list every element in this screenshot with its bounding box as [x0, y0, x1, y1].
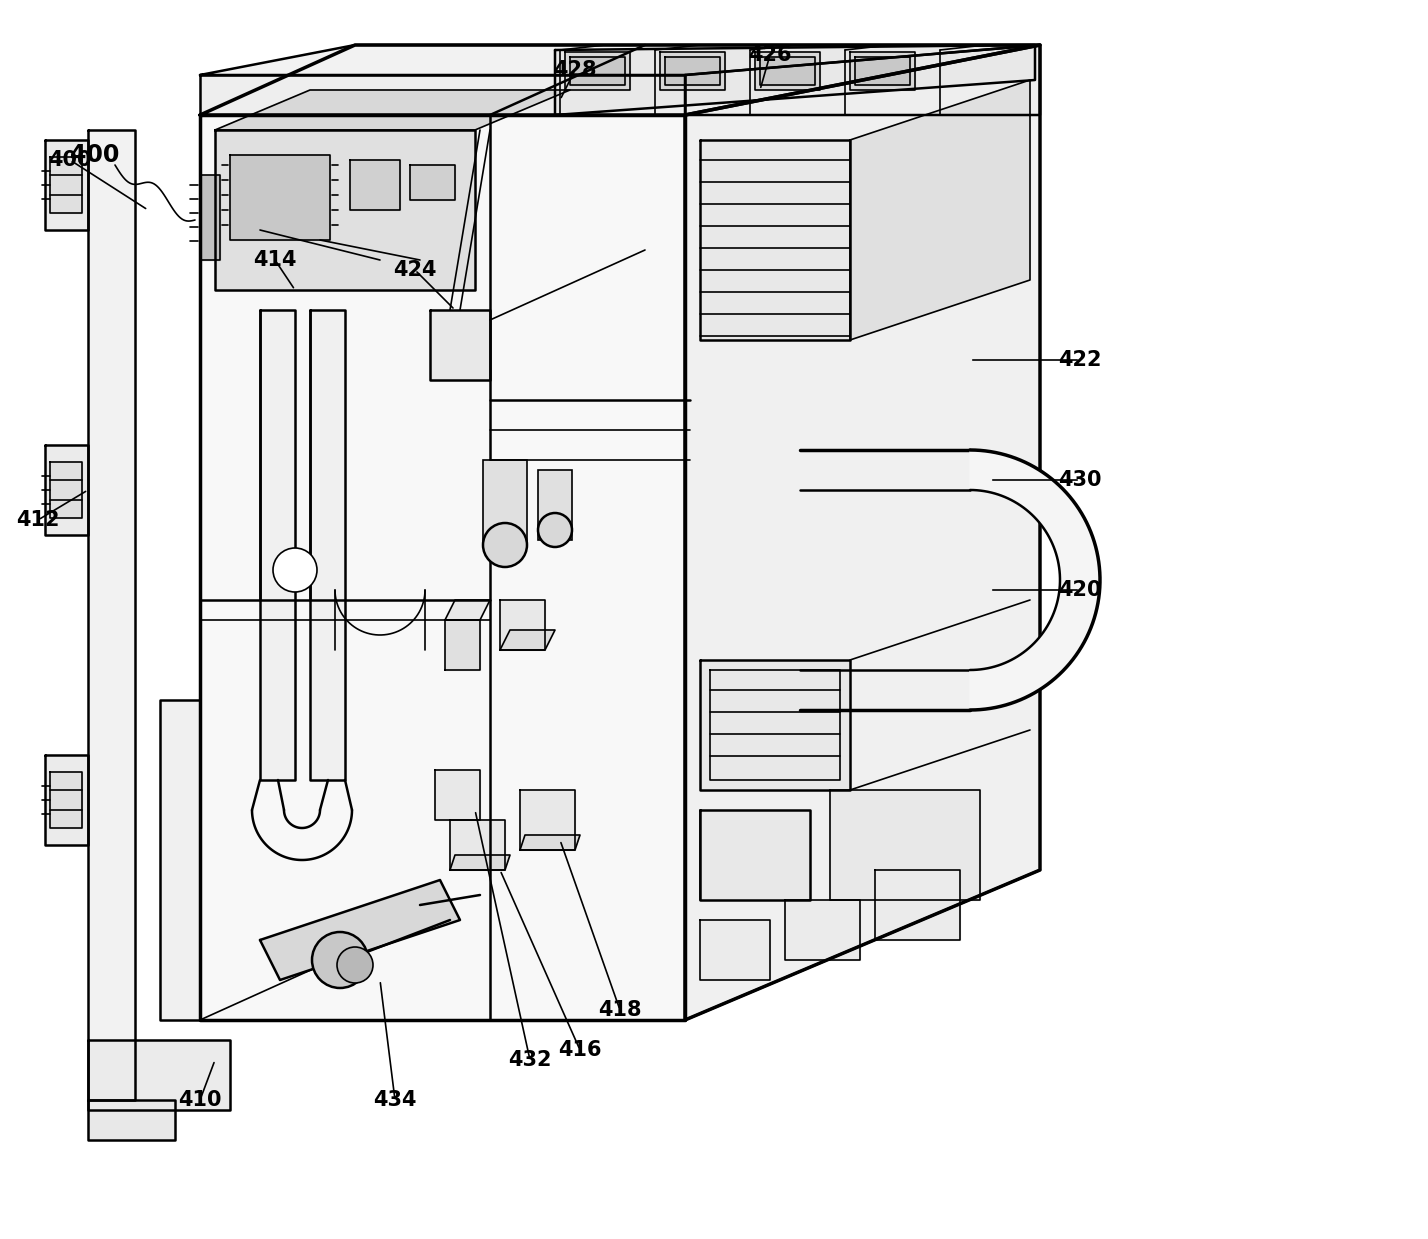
Polygon shape [685, 45, 1040, 1020]
Text: 424: 424 [393, 260, 437, 280]
Text: 434: 434 [373, 1090, 417, 1110]
Polygon shape [260, 880, 460, 980]
Circle shape [311, 932, 368, 987]
Polygon shape [875, 870, 960, 940]
Polygon shape [760, 57, 815, 85]
Polygon shape [46, 445, 89, 535]
Polygon shape [310, 310, 346, 781]
Polygon shape [89, 1040, 230, 1110]
Bar [538, 470, 573, 540]
Polygon shape [200, 76, 685, 115]
Polygon shape [446, 600, 490, 620]
Polygon shape [436, 769, 480, 820]
Polygon shape [89, 1100, 176, 1140]
Polygon shape [350, 160, 400, 209]
Polygon shape [46, 140, 89, 230]
Polygon shape [200, 175, 220, 260]
Polygon shape [970, 450, 1100, 710]
Text: 416: 416 [558, 1040, 601, 1061]
Polygon shape [755, 52, 820, 90]
Polygon shape [700, 660, 850, 790]
Polygon shape [230, 155, 330, 240]
Polygon shape [555, 45, 1035, 115]
Polygon shape [450, 855, 510, 870]
Polygon shape [830, 790, 980, 900]
Polygon shape [50, 462, 81, 518]
Polygon shape [216, 90, 570, 130]
Polygon shape [500, 600, 545, 650]
Circle shape [337, 947, 373, 983]
Polygon shape [500, 629, 555, 650]
Text: 400: 400 [70, 142, 120, 167]
Polygon shape [700, 140, 850, 339]
Polygon shape [660, 52, 725, 90]
Text: 400: 400 [49, 150, 91, 170]
Text: 422: 422 [1058, 349, 1102, 370]
Polygon shape [46, 755, 89, 845]
Polygon shape [520, 835, 580, 850]
Polygon shape [855, 57, 910, 85]
Polygon shape [446, 620, 480, 670]
Polygon shape [260, 310, 296, 781]
Polygon shape [570, 57, 625, 85]
Polygon shape [685, 45, 1040, 115]
Text: 426: 426 [748, 45, 791, 64]
Text: 428: 428 [553, 59, 597, 81]
Polygon shape [200, 45, 1040, 76]
Text: 414: 414 [253, 250, 297, 270]
Polygon shape [785, 900, 860, 960]
Polygon shape [200, 45, 1040, 115]
Polygon shape [89, 130, 136, 1100]
Polygon shape [50, 772, 81, 828]
Polygon shape [565, 52, 630, 90]
Polygon shape [200, 115, 685, 1020]
Polygon shape [700, 921, 770, 980]
Polygon shape [160, 600, 200, 1020]
Polygon shape [216, 130, 476, 290]
Polygon shape [50, 157, 81, 213]
Polygon shape [520, 790, 575, 850]
Polygon shape [410, 165, 456, 199]
Circle shape [538, 513, 573, 546]
Text: 412: 412 [16, 510, 60, 530]
Polygon shape [665, 57, 720, 85]
Polygon shape [700, 810, 810, 900]
Polygon shape [850, 81, 1030, 339]
Polygon shape [430, 310, 490, 380]
Text: 430: 430 [1058, 470, 1102, 489]
Circle shape [273, 548, 317, 592]
Text: 420: 420 [1058, 580, 1102, 600]
Circle shape [483, 523, 527, 567]
Text: 410: 410 [178, 1090, 221, 1110]
Text: 432: 432 [508, 1049, 551, 1070]
Bar [483, 460, 527, 545]
Polygon shape [850, 52, 915, 90]
Polygon shape [450, 820, 506, 870]
Text: 418: 418 [598, 1000, 641, 1020]
